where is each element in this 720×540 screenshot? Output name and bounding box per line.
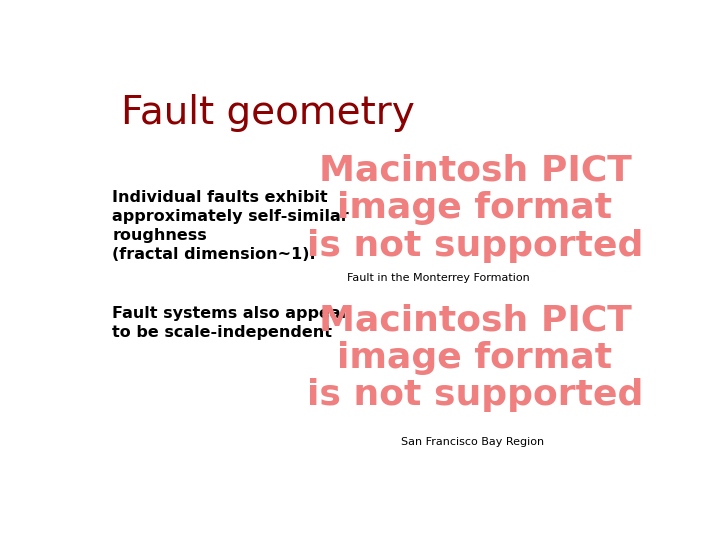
Text: image format: image format <box>338 341 613 375</box>
Text: is not supported: is not supported <box>307 228 643 262</box>
Text: is not supported: is not supported <box>307 379 643 413</box>
Text: image format: image format <box>338 191 613 225</box>
Text: Fault systems also appear
to be scale-independent: Fault systems also appear to be scale-in… <box>112 306 349 340</box>
Text: Fault in the Monterrey Formation: Fault in the Monterrey Formation <box>347 273 530 283</box>
Text: Macintosh PICT: Macintosh PICT <box>318 154 631 188</box>
Text: Macintosh PICT: Macintosh PICT <box>318 303 631 338</box>
Text: Individual faults exhibit
approximately self-similar
roughness
(fractal dimensio: Individual faults exhibit approximately … <box>112 190 349 262</box>
Text: San Francisco Bay Region: San Francisco Bay Region <box>400 437 544 447</box>
Text: Fault geometry: Fault geometry <box>121 94 415 132</box>
